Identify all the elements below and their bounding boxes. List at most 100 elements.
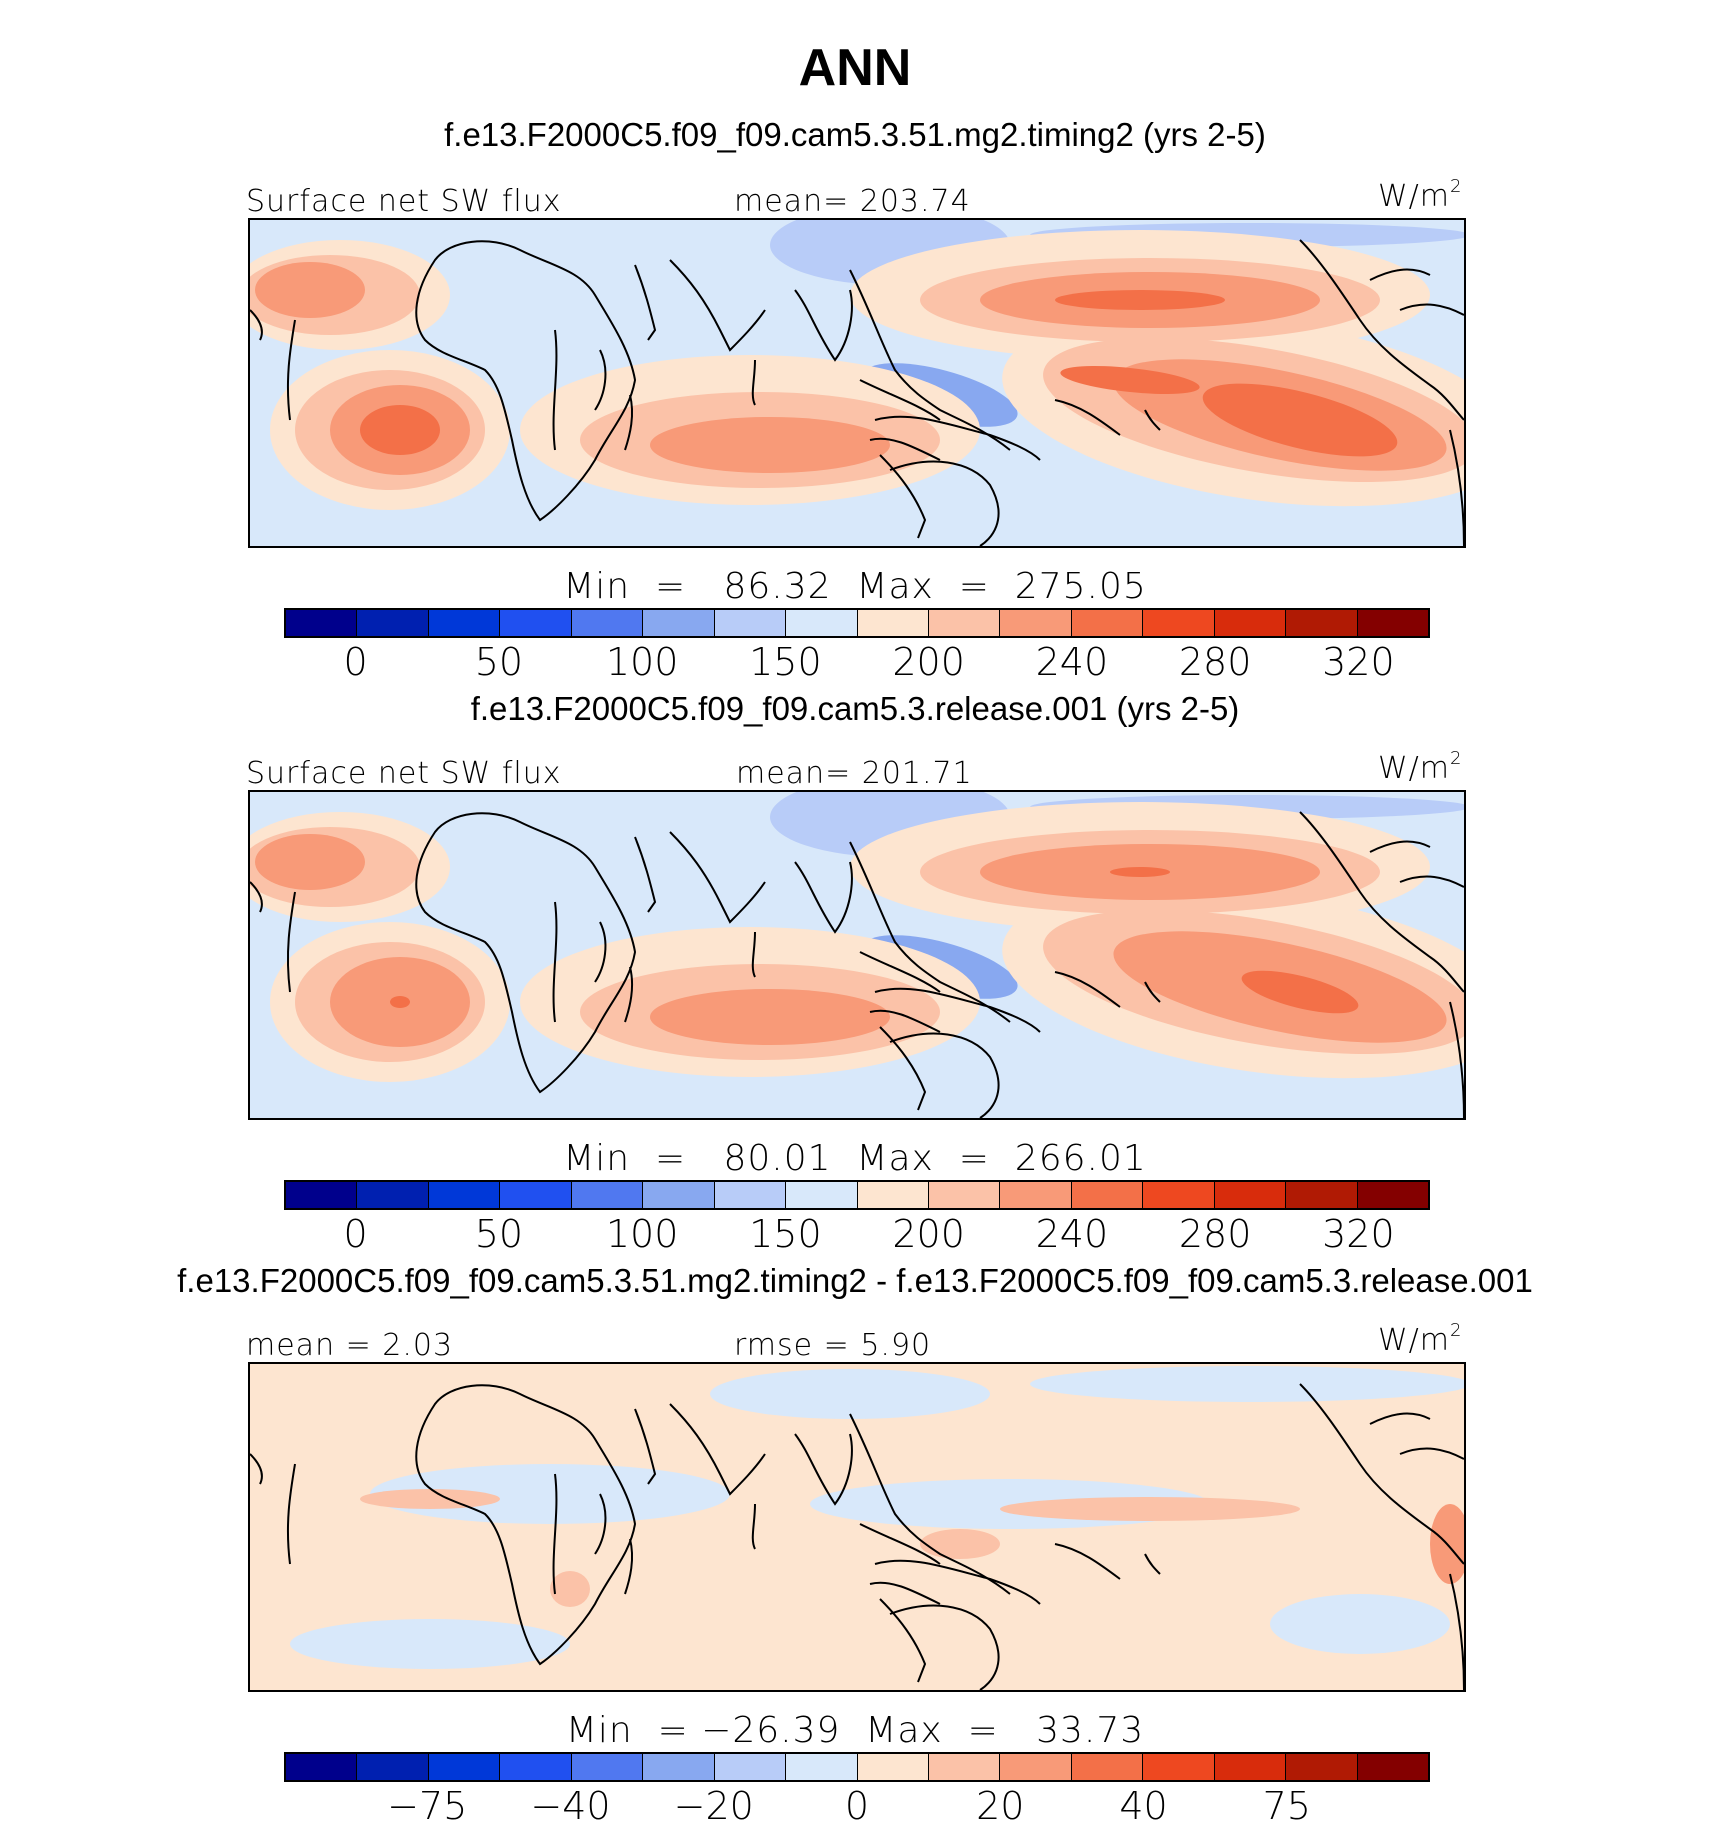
- coastline: [874, 987, 1041, 1033]
- panel1-minmax: Min = 86.32 Max = 275.05: [563, 566, 1147, 607]
- panel1-case-title: f.e13.F2000C5.f09_f09.cam5.3.51.mg2.timi…: [444, 116, 1266, 153]
- panel2-variable-label: Surface net SW flux: [246, 756, 562, 791]
- panel1-tick-label: 0: [343, 640, 368, 684]
- coastline: [1299, 239, 1464, 421]
- panel2-unit-label: W/m2: [1378, 748, 1463, 786]
- panel3-field-pos-2: [360, 1489, 500, 1509]
- panel2-tick-label: 150: [749, 1212, 822, 1256]
- panel3-tick-label: −20: [673, 1784, 754, 1828]
- panel3-colorbar-swatch: [1143, 1754, 1215, 1780]
- coastline: [1144, 1553, 1161, 1575]
- panel3-field-neg-4: [710, 1369, 990, 1419]
- panel2-tick-label: 280: [1178, 1212, 1252, 1256]
- coastline: [286, 1463, 296, 1565]
- panel2-colorbar-swatch: [1000, 1182, 1072, 1208]
- coastline: [250, 309, 263, 341]
- panel1-tick-label: 200: [892, 640, 965, 684]
- coastline: [1399, 303, 1464, 316]
- coastline: [634, 264, 657, 341]
- coastline: [1399, 1447, 1464, 1460]
- panel2-tick-label: 0: [343, 1212, 368, 1256]
- panel1-colorbar-swatch: [286, 610, 358, 636]
- panel3-colorbar-swatch: [714, 1754, 787, 1780]
- panel1-colorbar-swatch: [1143, 610, 1215, 636]
- panel3-field-neg-3: [1030, 1366, 1464, 1402]
- coastline: [874, 1559, 1041, 1605]
- coastline: [794, 861, 853, 934]
- panel1-colorbar-swatch: [1000, 610, 1072, 636]
- coastline: [879, 1026, 927, 1111]
- panel1-variable-label: Surface net SW flux: [246, 184, 562, 219]
- panel1-field-core-sp: [1202, 383, 1398, 457]
- panel1-colorbar-swatch: [1357, 610, 1428, 636]
- panel1-colorbar-swatch: [1286, 610, 1358, 636]
- panel2-colorbar-swatch: [786, 1182, 858, 1208]
- panel2-field-high-na: [255, 834, 365, 890]
- coastline: [859, 951, 941, 993]
- panel2-field-high-io: [650, 989, 890, 1045]
- panel3-tick-label: 40: [1119, 1784, 1168, 1828]
- panel3-colorbar-swatch: [857, 1754, 929, 1780]
- panel2-colorbar-swatch: [1071, 1182, 1144, 1208]
- panel3-colorbar-swatch: [500, 1754, 572, 1780]
- coastline: [250, 1453, 263, 1485]
- panel3-colorbar-swatch: [286, 1754, 358, 1780]
- coastline: [889, 460, 1000, 546]
- coastline: [1449, 429, 1464, 546]
- panel2-colorbar: [284, 1180, 1430, 1210]
- coastline: [794, 1433, 853, 1506]
- panel2-colorbar-swatch: [1357, 1182, 1428, 1208]
- panel3-colorbar: [284, 1752, 1430, 1782]
- coastline: [415, 1384, 637, 1666]
- coastline: [1369, 268, 1431, 281]
- panel3-mean-label: mean = 2.03: [246, 1328, 454, 1363]
- panel3-colorbar-swatch: [428, 1754, 501, 1780]
- panel2-tick-label: 100: [605, 1212, 679, 1256]
- coastline: [889, 1604, 1000, 1690]
- panel3-colorbar-swatch: [357, 1754, 429, 1780]
- panel2-colorbar-swatch: [428, 1182, 501, 1208]
- coastline: [1449, 1001, 1464, 1118]
- coastline: [624, 394, 634, 451]
- panel2-colorbar-swatch: [643, 1182, 715, 1208]
- panel3-map: [248, 1362, 1466, 1692]
- coastline: [1054, 1543, 1121, 1580]
- panel1-colorbar-swatch: [428, 610, 501, 636]
- coastline: [552, 1473, 558, 1595]
- panel3-colorbar-swatch: [1071, 1754, 1144, 1780]
- panel1-colorbar-swatch: [714, 610, 787, 636]
- coastline: [889, 1032, 1000, 1118]
- panel3-case-title: f.e13.F2000C5.f09_f09.cam5.3.51.mg2.timi…: [177, 1262, 1533, 1299]
- coastline: [869, 437, 941, 461]
- panel1-colorbar-swatch: [857, 610, 929, 636]
- panel2-map: [248, 790, 1466, 1120]
- panel1-colorbar-swatch: [571, 610, 644, 636]
- panel1-colorbar-ticks: 0 50 100 150 200 240 280 320: [284, 640, 1430, 684]
- panel2-field-core-np: [1110, 867, 1170, 877]
- panel3-colorbar-swatch: [1214, 1754, 1287, 1780]
- panel1-field-core-sp2: [1060, 366, 1200, 394]
- coastline: [1144, 981, 1161, 1003]
- panel2-field: [250, 792, 1464, 1118]
- panel3-unit-label: W/m2: [1378, 1320, 1463, 1358]
- coastline: [594, 349, 607, 411]
- coastline: [751, 359, 756, 406]
- panel1-tick-label: 320: [1322, 640, 1395, 684]
- coastline: [879, 1598, 927, 1683]
- panel1-colorbar-swatch: [1071, 610, 1144, 636]
- panel2-minmax: Min = 80.01 Max = 266.01: [563, 1138, 1147, 1179]
- panel3-field-neg-5: [1270, 1594, 1450, 1654]
- panel2-tick-label: 50: [474, 1212, 524, 1256]
- panel2-colorbar-swatch: [286, 1182, 358, 1208]
- panel1-colorbar-swatch: [357, 610, 429, 636]
- panel3-colorbar-swatch: [1286, 1754, 1358, 1780]
- coastline: [669, 831, 766, 924]
- panel2-colorbar-swatch: [1214, 1182, 1287, 1208]
- panel2-colorbar-swatch: [571, 1182, 644, 1208]
- panel2-case-title: f.e13.F2000C5.f09_f09.cam5.3.release.001…: [470, 690, 1240, 727]
- panel1-field-core-sa: [360, 405, 440, 455]
- coastline: [849, 1413, 1011, 1595]
- coastline: [859, 1523, 941, 1565]
- panel2-tick-label: 320: [1322, 1212, 1395, 1256]
